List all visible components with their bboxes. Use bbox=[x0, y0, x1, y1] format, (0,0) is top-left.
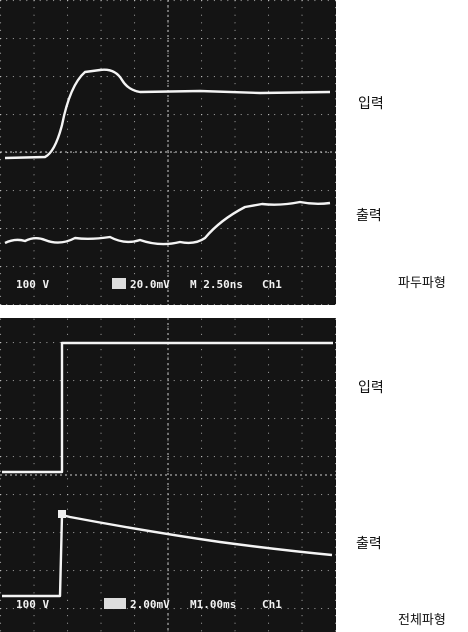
output-label: 출력 bbox=[356, 536, 382, 552]
caption: 파두파형 bbox=[398, 276, 446, 291]
scope-screen: 100 V 2.00mV M1.00ms Ch1 bbox=[0, 318, 336, 632]
output-label: 출력 bbox=[356, 208, 382, 224]
readout-volts: 100 V bbox=[16, 278, 49, 291]
channel-marker bbox=[112, 278, 126, 289]
channel-marker bbox=[104, 598, 126, 609]
caption: 전체파형 bbox=[398, 613, 446, 628]
input-label: 입력 bbox=[358, 96, 384, 112]
scope-screen: 100 V 20.0mV M 2.50ns Ch1 bbox=[0, 0, 336, 305]
readout-time: M1.00ms bbox=[190, 598, 236, 611]
figure: 100 V 20.0mV M 2.50ns Ch1 입력 출력 파두파형 100… bbox=[0, 0, 468, 632]
readout-scale: 2.00mV bbox=[130, 598, 170, 611]
input-label: 입력 bbox=[358, 380, 384, 396]
readout-volts: 100 V bbox=[16, 598, 49, 611]
readout-channel: Ch1 bbox=[262, 278, 282, 291]
readout-scale: 20.0mV bbox=[130, 278, 170, 291]
marker bbox=[58, 510, 66, 518]
readout-channel: Ch1 bbox=[262, 598, 282, 611]
readout-time: M 2.50ns bbox=[190, 278, 243, 291]
